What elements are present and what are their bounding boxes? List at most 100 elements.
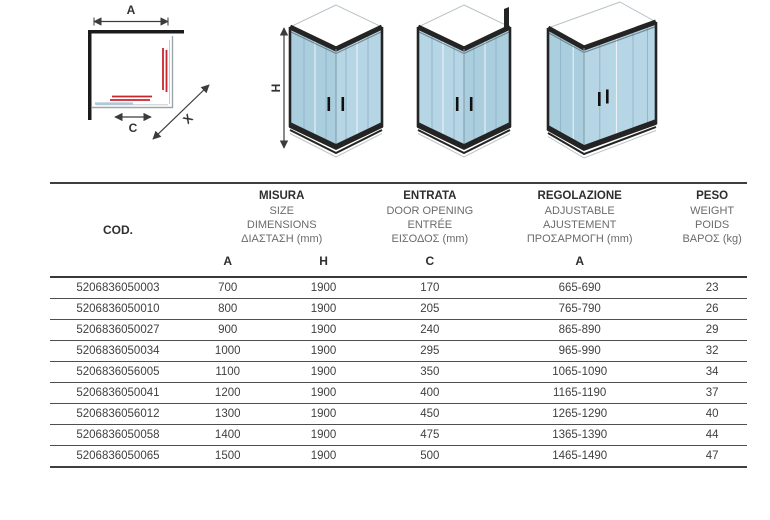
cell-h: 1900	[269, 382, 378, 404]
cell-adj: 965-990	[482, 340, 678, 362]
cell-c: 500	[420, 450, 440, 462]
col-header-peso: PESO WEIGHT POIDS ΒΑΡΟΣ (kg)	[677, 183, 747, 248]
regolazione-line: ADJUSTABLE	[544, 205, 615, 217]
shower-cabin-3	[546, 1, 658, 159]
cell-adj: 1065-1090	[482, 361, 678, 383]
dimension-h: H	[269, 27, 289, 149]
col-header-entrata: ENTRATA DOOR OPENING ENTRÉE ΕΙΣΟΔΟΣ (mm)	[378, 183, 483, 248]
cell-a: 1500	[214, 450, 241, 462]
cell-c: 450	[377, 403, 483, 425]
label-height-h: H	[269, 84, 283, 93]
entrata-line: ENTRATA	[403, 190, 457, 202]
cell-h: 1900	[310, 450, 337, 462]
table-row: 5206836056005 1100 1900 350 1065-1090 34	[50, 361, 747, 383]
cell-kg: 23	[677, 277, 747, 299]
cell-c: 205	[377, 298, 483, 320]
cell-a: 1100	[185, 361, 270, 383]
wall-left	[88, 30, 92, 120]
cell-kg: 29	[677, 319, 747, 341]
table-row: 5206836050065 1500 1900 500 1465-1490 47	[50, 446, 747, 468]
cell-c: 295	[377, 340, 483, 362]
subheader-h: H	[269, 248, 378, 278]
cell-h: 1900	[269, 424, 378, 446]
cell-cod: 5206836050010	[50, 298, 186, 320]
cell-adj: 1465-1490	[552, 450, 608, 462]
cell-cod: 5206836050003	[50, 277, 186, 299]
cell-a: 700	[185, 277, 270, 299]
entrata-line: ΕΙΣΟΔΟΣ (mm)	[391, 233, 469, 245]
cell-a: 1200	[185, 382, 270, 404]
cell-h: 1900	[269, 340, 378, 362]
cell-kg: 34	[677, 361, 747, 383]
cell-c: 240	[377, 319, 483, 341]
cell-cod: 5206836050034	[50, 340, 186, 362]
col-header-misura: MISURA SIZE DIMENSIONS ΔΙΑΣΤΑΣΗ (mm)	[186, 183, 378, 248]
table-row: 5206836050010 800 1900 205 765-790 26	[50, 298, 747, 320]
cell-a: 1300	[185, 403, 270, 425]
peso-line: ΒΑΡΟΣ (kg)	[682, 233, 742, 245]
cell-h: 1900	[269, 319, 378, 341]
peso-line: WEIGHT	[690, 205, 735, 217]
cod-title: COD.	[102, 223, 133, 237]
cell-kg: 44	[677, 424, 747, 446]
table-row: 5206836050058 1400 1900 475 1365-1390 44	[50, 424, 747, 446]
cell-kg: 40	[677, 403, 747, 425]
sliding-door-bottom	[110, 95, 152, 101]
misura-line: SIZE	[269, 205, 294, 217]
label-width-a: A	[127, 3, 136, 17]
subheader-adj: A	[482, 248, 678, 278]
cell-cod: 5206836050027	[50, 319, 186, 341]
cell-a: 1000	[185, 340, 270, 362]
table-row: 5206836050034 1000 1900 295 965-990 32	[50, 340, 747, 362]
table-row: 5206836050003 700 1900 170 665-690 23	[50, 277, 747, 299]
dimension-c: C	[114, 112, 152, 135]
cell-kg: 47	[705, 450, 719, 462]
cell-h: 1900	[269, 361, 378, 383]
technical-figures: A C X H	[88, 1, 658, 180]
cell-a: 800	[185, 298, 270, 320]
cell-adj: 665-690	[482, 277, 678, 299]
cell-kg: 37	[677, 382, 747, 404]
misura-line: ΔΙΑΣΤΑΣΗ (mm)	[241, 233, 323, 245]
cell-c: 350	[377, 361, 483, 383]
sliding-door-right	[162, 48, 168, 92]
cell-cod: 5206836050041	[50, 382, 186, 404]
entrata-line: DOOR OPENING	[386, 205, 474, 217]
cell-a: 900	[185, 319, 270, 341]
col-header-cod: COD.	[50, 183, 186, 278]
spec-table: COD. MISURA SIZE DIMENSIONS ΔΙΑΣΤΑΣΗ (mm…	[50, 182, 747, 468]
cell-adj: 1165-1190	[482, 382, 678, 404]
door-panel-edge	[504, 7, 509, 32]
cell-c: 475	[377, 424, 483, 446]
peso-line: POIDS	[695, 219, 730, 231]
wall-top	[88, 30, 184, 34]
cell-adj: 1365-1390	[482, 424, 678, 446]
cell-a: 1400	[185, 424, 270, 446]
cell-cod: 5206836056005	[50, 361, 186, 383]
table-row: 5206836056012 1300 1900 450 1265-1290 40	[50, 403, 747, 425]
top-view-diagram: A C X	[88, 3, 210, 140]
table-row: 5206836050027 900 1900 240 865-890 29	[50, 319, 747, 341]
cell-cod: 5206836056012	[50, 403, 186, 425]
cell-adj: 1265-1290	[482, 403, 678, 425]
cell-cod: 5206836050058	[50, 424, 186, 446]
label-diagonal-x: X	[180, 111, 195, 127]
subheader-c: C	[377, 248, 483, 278]
cell-c: 170	[377, 277, 483, 299]
dimension-a: A	[93, 3, 169, 26]
regolazione-line: AJUSTEMENT	[543, 219, 617, 231]
cell-adj: 865-890	[482, 319, 678, 341]
cell-c: 400	[377, 382, 483, 404]
peso-line: PESO	[696, 190, 729, 202]
misura-line: DIMENSIONS	[246, 219, 317, 231]
shower-cabin-1	[290, 5, 382, 157]
cell-kg: 26	[677, 298, 747, 320]
shower-cabin-2	[418, 5, 510, 157]
entrata-line: ENTRÉE	[407, 219, 453, 231]
subheader-peso-empty	[677, 248, 747, 278]
table-row: 5206836050041 1200 1900 400 1165-1190 37	[50, 382, 747, 404]
dimension-x: X	[152, 84, 210, 140]
cell-adj: 765-790	[482, 298, 678, 320]
cell-h: 1900	[269, 298, 378, 320]
regolazione-line: REGOLAZIONE	[537, 190, 622, 202]
